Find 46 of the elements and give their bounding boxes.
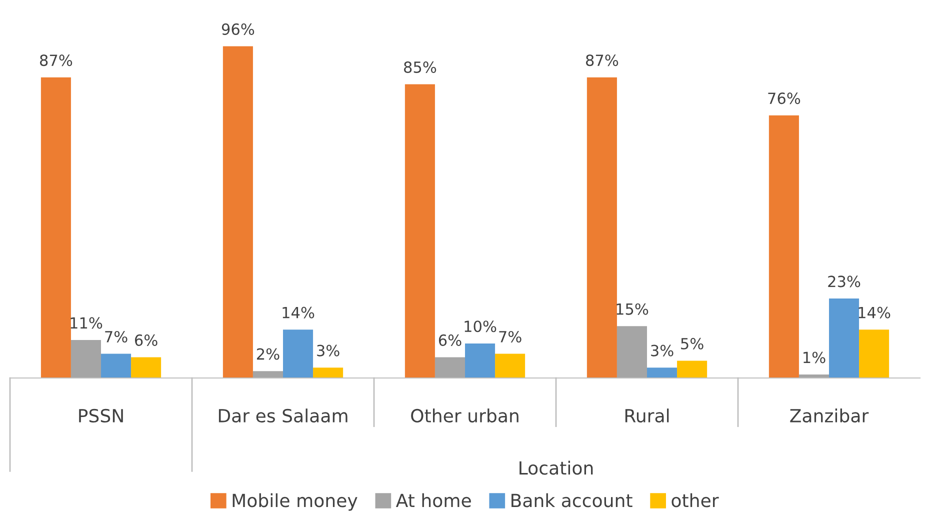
- x-tick-label: Rural: [625, 408, 669, 423]
- bar: [616, 326, 647, 378]
- data-label: 3%: [317, 344, 340, 356]
- bar: [647, 368, 678, 378]
- bar: [434, 357, 465, 378]
- legend-label: Bank account: [512, 493, 632, 508]
- data-label: 96%: [222, 23, 254, 35]
- data-label: 6%: [438, 334, 462, 346]
- data-label: 7%: [499, 330, 522, 343]
- bar: [101, 354, 132, 378]
- bar: [859, 330, 890, 378]
- bar: [586, 77, 617, 378]
- bar: [495, 354, 526, 378]
- bar: [465, 343, 496, 378]
- data-label: 10%: [464, 320, 496, 332]
- legend-label: other: [672, 493, 719, 508]
- bar: [768, 115, 799, 378]
- x-tick-label: PSSN: [79, 408, 123, 423]
- legend-label: Mobile money: [232, 493, 358, 511]
- data-label: 1%: [804, 352, 826, 364]
- bar: [252, 371, 283, 378]
- x-tick-label: Zanzibar: [790, 408, 869, 423]
- data-label: 6%: [134, 334, 158, 346]
- data-label: 23%: [828, 276, 860, 288]
- bar: [40, 77, 71, 378]
- bar: [677, 360, 708, 378]
- data-label: 2%: [256, 348, 280, 360]
- data-label: 14%: [282, 306, 314, 318]
- data-label: 76%: [768, 92, 800, 104]
- bar: [222, 46, 253, 378]
- data-label: 87%: [40, 54, 72, 66]
- data-label: 3%: [651, 344, 674, 356]
- data-label: 7%: [105, 330, 128, 343]
- bar: [313, 368, 344, 378]
- bar: [404, 84, 435, 378]
- legend-label: At home: [396, 493, 471, 508]
- data-label: 87%: [586, 54, 618, 66]
- data-label: 85%: [404, 61, 436, 73]
- data-label: 5%: [681, 338, 704, 350]
- bar: [283, 330, 314, 378]
- bar: [829, 298, 860, 378]
- x-axis-title: Location: [520, 460, 593, 475]
- x-tick-label: Dar es Salaam: [218, 408, 348, 423]
- bar: [70, 340, 101, 378]
- bar: [131, 357, 162, 378]
- x-tick-label: Other urban: [411, 408, 518, 423]
